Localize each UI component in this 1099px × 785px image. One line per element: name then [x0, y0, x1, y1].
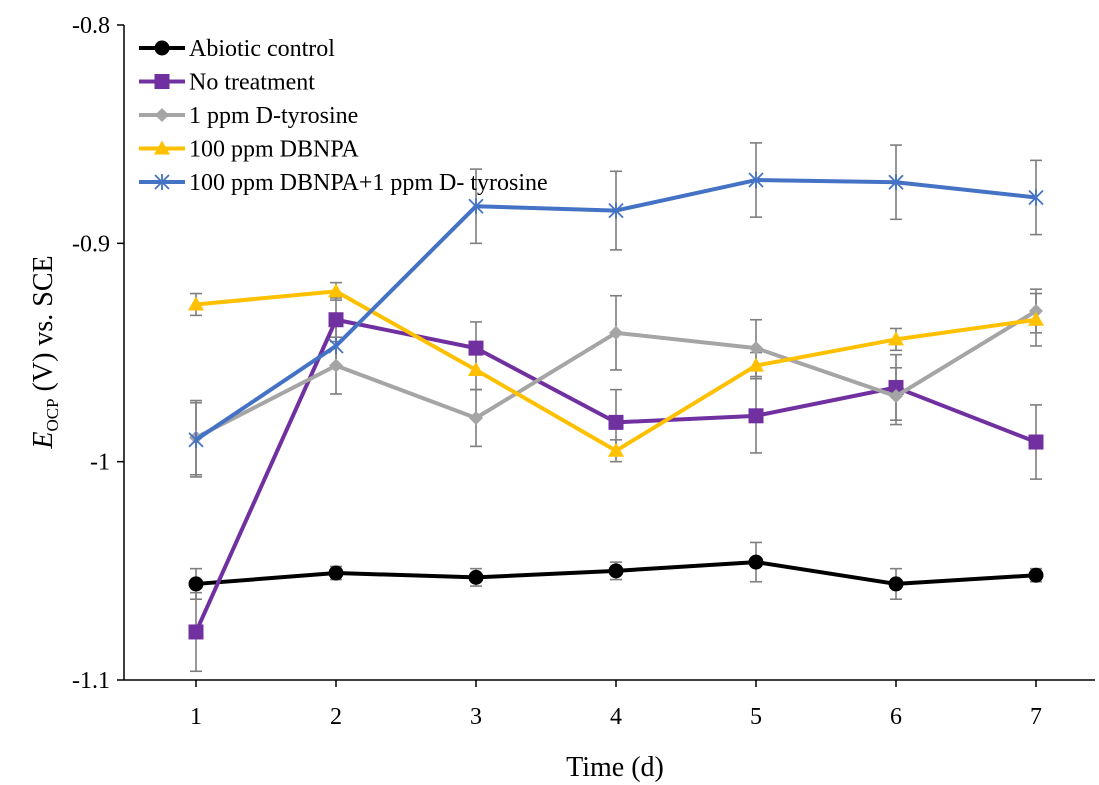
data-point	[608, 563, 624, 579]
data-point	[1028, 567, 1044, 583]
legend-marker	[154, 140, 170, 155]
y-axis-title-subscript: OCP	[43, 398, 62, 431]
data-point	[608, 202, 624, 219]
y-axis-title-symbol: E	[28, 432, 59, 450]
data-point	[469, 411, 483, 425]
data-point	[188, 624, 204, 640]
data-point	[468, 569, 484, 585]
legend-marker	[154, 74, 170, 89]
data-point	[188, 576, 204, 592]
legend-marker	[155, 108, 169, 122]
data-point	[468, 340, 484, 356]
data-point	[1029, 304, 1043, 319]
legend-marker	[154, 40, 170, 56]
data-point	[888, 331, 904, 346]
x-tick-label: 6	[890, 704, 902, 730]
y-tick-label: -0.9	[72, 231, 110, 257]
legend-item: 1 ppm D-tyrosine	[139, 103, 358, 129]
legend-item: 100 ppm DBNPA	[139, 137, 359, 163]
plot-area: -0.8 -0.9 -1 -1.1 1 2 3 4 5 6 7 Abiotic control No t…	[72, 13, 1095, 730]
y-tick-label: -0.8	[72, 13, 110, 39]
data-point	[888, 379, 904, 395]
data-point	[608, 442, 624, 457]
data-point	[748, 357, 764, 372]
data-point	[609, 325, 623, 340]
legend-label: 1 ppm D-tyrosine	[189, 103, 358, 129]
y-tick-label: -1	[90, 450, 110, 476]
x-tick-label: 2	[330, 704, 342, 730]
data-point	[188, 296, 204, 311]
legend-label: No treatment	[189, 70, 315, 96]
legend-label: 100 ppm DBNPA	[189, 137, 359, 163]
y-axis-title: EOCP (V) vs. SCE	[28, 255, 62, 449]
data-point	[328, 565, 344, 581]
data-point	[608, 414, 624, 430]
data-point	[888, 576, 904, 592]
data-point	[1028, 311, 1044, 326]
data-point	[329, 358, 343, 373]
legend-item: No treatment	[139, 70, 315, 96]
legend-item: 100 ppm DBNPA+1 ppm D- tyrosine	[139, 170, 548, 196]
x-tick-label: 7	[1030, 704, 1042, 730]
x-tick-label: 5	[750, 704, 762, 730]
x-axis-title: Time (d)	[566, 752, 664, 783]
data-point	[468, 198, 484, 215]
data-point	[889, 389, 903, 404]
data-point	[888, 174, 904, 191]
x-tick-label: 1	[190, 704, 202, 730]
data-point	[188, 431, 204, 448]
x-tick-label: 3	[470, 704, 482, 730]
data-point	[1028, 434, 1044, 450]
data-point	[328, 312, 344, 328]
data-point	[749, 341, 763, 356]
data-point	[468, 361, 484, 376]
legend: Abiotic control No treatment 1 ppm D-tyros…	[139, 36, 548, 196]
data-point	[748, 554, 764, 570]
y-tick-label: -1.1	[72, 668, 110, 694]
data-point	[328, 337, 344, 354]
data-point	[1028, 189, 1044, 206]
legend-marker	[154, 174, 170, 190]
data-point	[748, 408, 764, 424]
data-point	[328, 283, 344, 298]
x-tick-label: 4	[610, 704, 622, 730]
legend-label: Abiotic control	[189, 36, 335, 62]
data-point	[748, 172, 764, 189]
y-axis-title-rest: (V) vs. SCE	[28, 255, 59, 398]
legend-item: Abiotic control	[139, 36, 335, 62]
legend-label: 100 ppm DBNPA+1 ppm D- tyrosine	[189, 170, 548, 196]
